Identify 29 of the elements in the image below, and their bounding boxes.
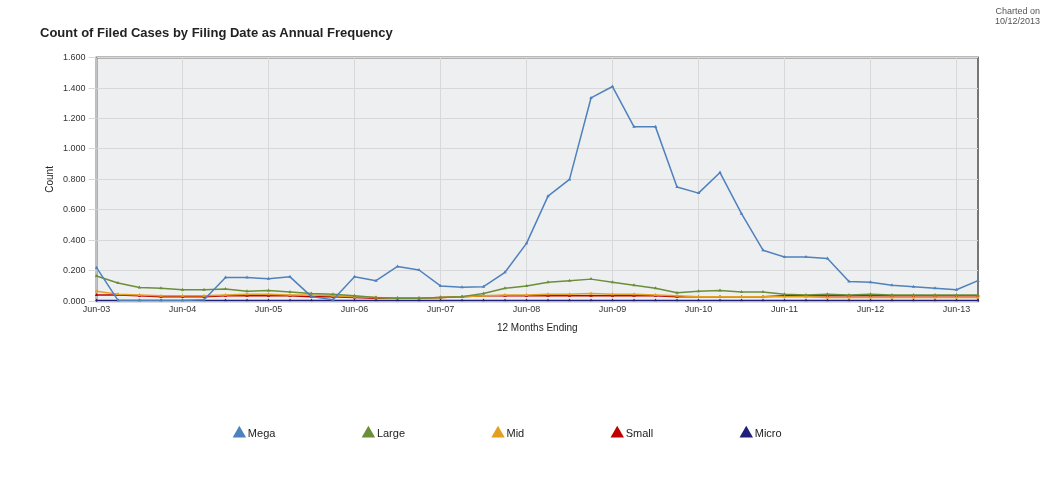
y-axis-title: Count <box>43 165 55 193</box>
legend-label: Small <box>625 426 654 439</box>
legend-label: Mid <box>506 426 525 439</box>
legend-label: Micro <box>754 426 782 439</box>
x-tick-label: Jun-09 <box>598 304 627 315</box>
x-tick-label: Jun-08 <box>512 304 541 315</box>
y-tick-label: 1.000 <box>62 143 86 154</box>
chart-title: Count of Filed Cases by Filing Date as Annual Frequency <box>40 25 394 41</box>
x-tick-label: Jun-11 <box>771 304 798 315</box>
x-axis-title: 12 Months Ending <box>496 321 578 333</box>
x-tick-label: Jun-05 <box>254 304 283 315</box>
y-tick-label: 1.600 <box>62 52 86 63</box>
x-tick-label: Jun-13 <box>942 304 971 315</box>
y-tick-label: 0.400 <box>62 234 86 245</box>
x-tick-label: Jun-12 <box>856 304 885 315</box>
y-tick-label: 1.400 <box>62 82 86 93</box>
x-tick-label: Jun-07 <box>426 304 455 315</box>
y-tick-label: 0.800 <box>62 173 86 184</box>
legend-label: Mega <box>247 426 277 439</box>
x-tick-label: Jun-06 <box>340 304 369 315</box>
x-tick-label: Jun-04 <box>168 304 197 315</box>
x-tick-label: Jun-03 <box>82 304 111 315</box>
y-tick-label: 0.600 <box>62 204 86 215</box>
legend-label: Large <box>376 426 406 439</box>
y-tick-label: 0.200 <box>62 265 86 276</box>
y-tick-label: 1.200 <box>62 112 86 123</box>
y-tick-label: 0.000 <box>62 295 86 306</box>
x-tick-label: Jun-10 <box>684 304 713 315</box>
text: Charted on 10/12/2013 <box>993 6 1040 26</box>
